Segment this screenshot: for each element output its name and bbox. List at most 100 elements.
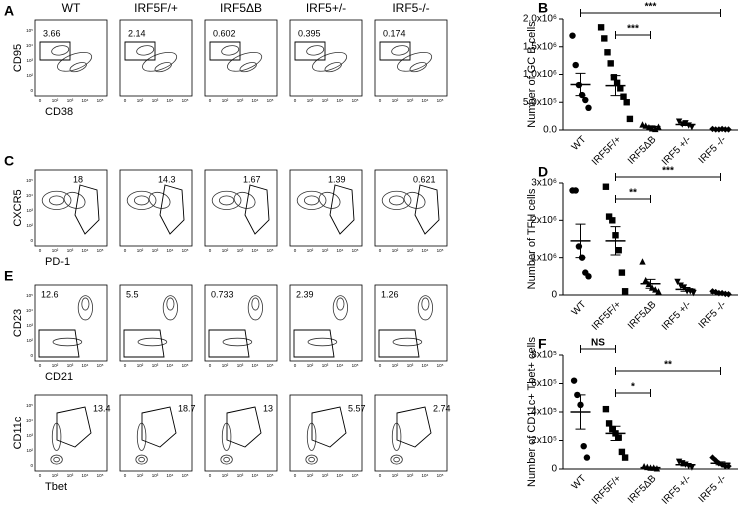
x-tick-label: WT — [570, 134, 589, 153]
axis-tick-label: 10² — [307, 98, 314, 103]
significance-bracket — [615, 173, 721, 181]
gate-percentage: 0.621 — [413, 174, 436, 184]
axis-tick-label: 10⁴ — [337, 363, 344, 368]
gate — [396, 406, 432, 448]
y-axis-label: CD11c — [12, 416, 24, 449]
x-tick-label: IRF5 +/- — [660, 299, 694, 333]
axis-tick-label: 10⁵ — [437, 98, 444, 103]
x-tick-label: IRF5 -/- — [697, 134, 729, 166]
data-point — [722, 462, 729, 470]
data-point — [610, 74, 618, 81]
data-point — [621, 288, 629, 295]
contour — [332, 295, 348, 321]
axis-tick-label: 10⁵ — [97, 473, 104, 478]
column-header: IRF5F/+ — [134, 1, 178, 15]
axis-tick-label: 10² — [222, 363, 229, 368]
axis-tick-label: 10⁴ — [167, 248, 174, 253]
contour — [397, 51, 433, 72]
axis-tick-label: 10⁴ — [252, 363, 259, 368]
contour — [307, 337, 338, 347]
contour — [148, 191, 171, 209]
contour — [306, 45, 325, 56]
axis-tick-label: 10⁴ — [82, 473, 89, 478]
significance-label: ** — [629, 188, 637, 199]
flow-plot — [374, 394, 448, 472]
axis-tick-label: 10² — [52, 248, 59, 253]
data-point — [597, 24, 605, 31]
axis-tick-label: 10⁴ — [337, 98, 344, 103]
axis-tick-label: 10³ — [322, 98, 329, 103]
axis-tick-label: 10² — [307, 363, 314, 368]
contour — [77, 295, 94, 321]
significance-bracket — [615, 31, 651, 39]
gate-percentage: 0.395 — [298, 28, 321, 38]
gate-percentage: 18.7 — [178, 403, 196, 413]
column-header: IRF5ΔB — [220, 1, 262, 15]
gate-percentage: 1.39 — [328, 174, 346, 184]
data-point — [609, 217, 616, 224]
axis-tick-label: 10³ — [67, 98, 74, 103]
contour — [57, 51, 93, 72]
gate-percentage: 2.74 — [433, 403, 451, 413]
axis-tick-label: 10² — [222, 248, 229, 253]
gate-percentage: 12.6 — [41, 289, 59, 299]
axis-tick-label: 10⁵ — [267, 248, 274, 253]
x-axis-label: PD-1 — [45, 256, 70, 268]
data-point — [585, 273, 592, 280]
data-point — [605, 213, 613, 220]
data-point — [690, 289, 697, 297]
contour — [388, 195, 405, 206]
axis-tick-label: 10⁴ — [422, 98, 429, 103]
data-point — [674, 278, 681, 286]
data-point — [572, 61, 579, 69]
axis-tick-label: 10⁵ — [182, 248, 189, 253]
data-point — [583, 454, 591, 461]
data-point — [585, 104, 592, 112]
axis-tick-label: 10² — [52, 98, 59, 103]
axis-tick-label: 10⁴ — [337, 248, 344, 253]
axis-tick-label: 10² — [307, 473, 314, 478]
data-point — [639, 258, 646, 265]
data-point — [569, 32, 576, 39]
significance-bracket — [615, 195, 651, 203]
gate-percentage: 0.733 — [211, 289, 234, 299]
significance-label: ** — [664, 360, 672, 371]
gate-percentage: 2.39 — [296, 289, 314, 299]
contour — [390, 454, 403, 465]
y-tick-label: 5.0x10⁵ — [523, 97, 557, 108]
contour — [312, 51, 348, 72]
axis-tick-label: 0 — [39, 248, 42, 253]
contour — [223, 456, 230, 463]
flow-plot — [204, 284, 278, 362]
data-point — [607, 60, 614, 67]
axis-tick-label: 10⁵ — [437, 473, 444, 478]
y-tick-label: 0 — [551, 464, 557, 475]
axis-tick-label: 10² — [222, 98, 229, 103]
flow-plot — [119, 284, 193, 362]
gate — [294, 41, 326, 61]
axis-tick-label: 10³ — [67, 363, 74, 368]
data-point — [655, 288, 662, 295]
axis-tick-label: 0 — [30, 353, 33, 358]
contour — [51, 45, 70, 56]
axis-tick-label: 10³ — [67, 248, 74, 253]
contour — [381, 190, 412, 210]
axis-tick-label: 10⁵ — [97, 98, 104, 103]
gate — [244, 184, 270, 235]
y-tick-label: 2.0x10⁶ — [523, 14, 557, 25]
y-tick-label: 1.5x10⁶ — [523, 41, 557, 52]
significance-bracket — [580, 345, 616, 353]
data-point — [652, 125, 659, 133]
gate — [56, 406, 92, 448]
x-tick-label: IRF5F/+ — [590, 473, 624, 507]
contour — [318, 191, 341, 209]
axis-tick-label: 10³ — [407, 363, 414, 368]
data-point — [620, 93, 627, 100]
y-tick-label: 0 — [551, 290, 557, 301]
axis-tick-label: 10⁵ — [267, 98, 274, 103]
gate — [329, 184, 355, 235]
axis-tick-label: 10⁴ — [26, 193, 33, 198]
axis-tick-label: 10² — [26, 448, 33, 453]
column-header: IRF5+/- — [306, 1, 346, 15]
